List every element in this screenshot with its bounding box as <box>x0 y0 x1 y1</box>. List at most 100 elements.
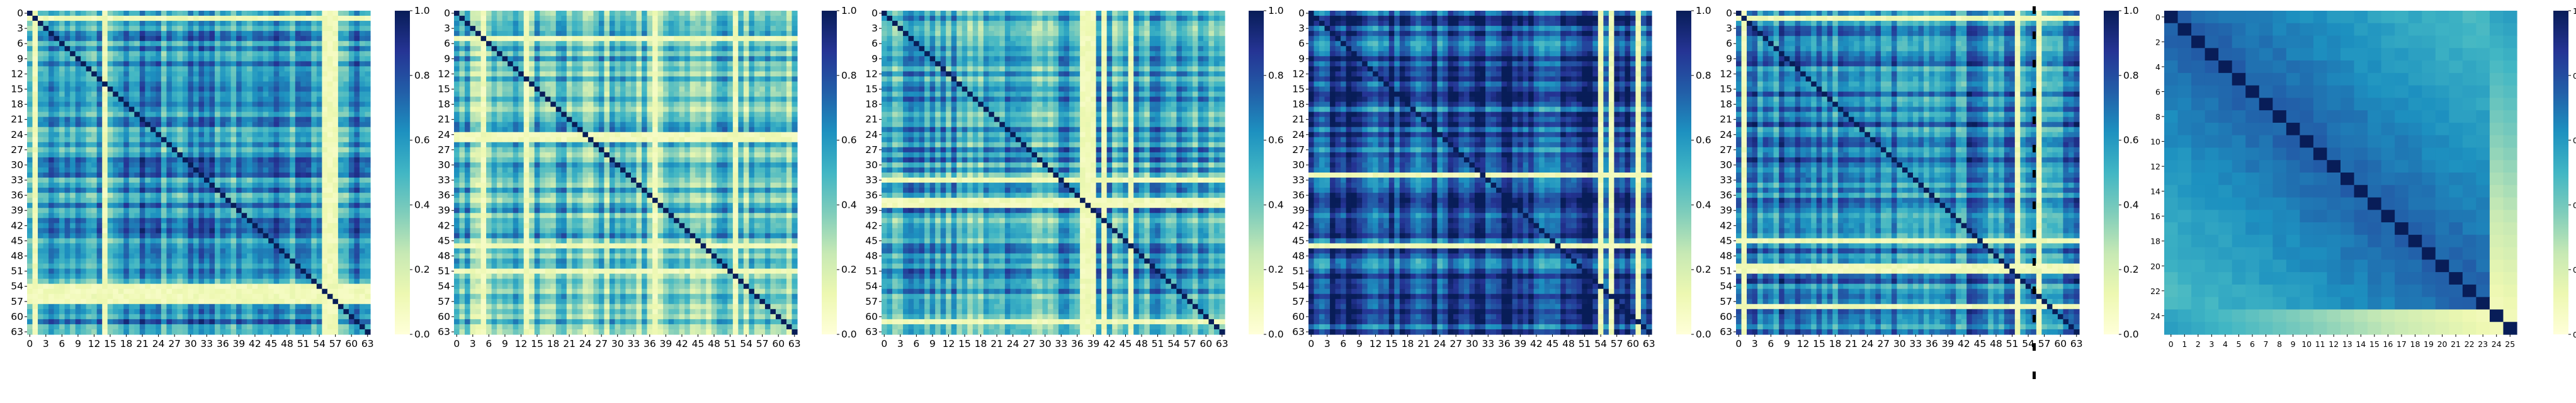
heatmap-cell <box>327 258 333 264</box>
heatmap-cell <box>781 11 787 16</box>
heatmap-cell <box>475 11 482 16</box>
heatmap-cell <box>198 96 205 103</box>
heatmap-cell <box>727 11 734 16</box>
heatmap-cell <box>81 61 87 67</box>
heatmap-cell <box>193 147 200 153</box>
heatmap-cell <box>359 278 366 285</box>
heatmap-cell <box>295 329 301 335</box>
heatmap-cell <box>209 243 215 249</box>
heatmap-cell <box>781 26 787 31</box>
heatmap-cell <box>647 66 653 72</box>
heatmap-cell <box>327 51 333 57</box>
heatmap-cell <box>236 314 242 320</box>
heatmap-cell <box>161 193 167 198</box>
heatmap-cell <box>263 137 269 143</box>
heatmap-cell <box>134 11 140 16</box>
heatmap-cell <box>663 26 669 31</box>
heatmap-cell <box>102 61 108 67</box>
heatmap-cell <box>332 61 339 67</box>
heatmap-cell <box>91 228 98 234</box>
heatmap-cell <box>365 26 371 31</box>
heatmap-cell <box>454 71 460 77</box>
heatmap-cell <box>727 56 734 62</box>
heatmap-cell <box>43 36 49 42</box>
heatmap-cell <box>263 31 269 37</box>
heatmap-cell <box>727 61 734 67</box>
heatmap-cell <box>332 263 339 270</box>
heatmap-cell <box>134 263 140 270</box>
heatmap-cell <box>182 248 189 254</box>
heatmap-cell <box>295 111 301 118</box>
heatmap-cell <box>523 51 530 57</box>
heatmap-cell <box>209 106 215 113</box>
heatmap-cell <box>156 76 162 82</box>
heatmap-cell <box>177 319 183 325</box>
heatmap-cell <box>338 76 344 82</box>
heatmap-cell <box>236 152 242 158</box>
heatmap-cell <box>338 86 344 93</box>
heatmap-cell <box>305 304 312 310</box>
heatmap-cell <box>215 86 221 93</box>
heatmap-cell <box>359 76 366 82</box>
heatmap-cell <box>145 183 151 188</box>
heatmap-cell <box>182 173 189 178</box>
heatmap-cell <box>220 329 226 335</box>
heatmap-cell <box>43 208 49 213</box>
heatmap-cell <box>204 61 210 67</box>
heatmap-cell <box>156 147 162 153</box>
heatmap-cell <box>252 218 258 224</box>
heatmap-cell <box>139 213 145 219</box>
heatmap-cell <box>38 41 44 47</box>
heatmap-cell <box>722 31 728 37</box>
heatmap-cell <box>38 31 44 37</box>
heatmap-cell <box>290 36 296 42</box>
heatmap-cell <box>700 31 706 37</box>
heatmap-cell <box>647 11 653 16</box>
heatmap-cell <box>70 56 76 62</box>
heatmap-cell <box>70 314 76 320</box>
heatmap-cell <box>128 208 135 213</box>
heatmap-cell <box>348 152 355 158</box>
heatmap-cell <box>555 71 562 77</box>
heatmap-cell <box>123 283 130 290</box>
heatmap-cell <box>674 26 680 31</box>
heatmap-cell <box>348 56 355 62</box>
heatmap-cell <box>64 61 71 67</box>
heatmap-cell <box>327 76 333 82</box>
heatmap-cell <box>513 11 519 16</box>
heatmap-cell <box>107 319 113 325</box>
heatmap-cell <box>273 167 280 173</box>
heatmap-cell <box>332 56 339 62</box>
heatmap-cell <box>38 293 44 300</box>
heatmap-cell <box>113 243 119 249</box>
heatmap-cell <box>365 188 371 193</box>
heatmap-cell <box>749 51 755 57</box>
heatmap-cell <box>284 233 290 239</box>
heatmap-cell <box>48 268 55 275</box>
heatmap-cell <box>754 26 760 31</box>
heatmap-cell <box>118 31 124 37</box>
heatmap-cell <box>161 293 167 300</box>
heatmap-cell <box>91 81 98 88</box>
heatmap-cell <box>684 61 691 67</box>
heatmap-cell <box>182 293 189 300</box>
heatmap-cell <box>332 16 339 21</box>
heatmap-cell <box>220 273 226 280</box>
heatmap-cell <box>75 248 81 254</box>
heatmap-cell <box>279 248 285 254</box>
heatmap-cell <box>792 26 798 31</box>
heatmap-cell <box>145 91 151 98</box>
heatmap-cell <box>311 233 317 239</box>
heatmap-cell <box>54 162 60 168</box>
heatmap-cell <box>81 253 87 259</box>
heatmap-cell <box>204 41 210 47</box>
heatmap-cell <box>204 203 210 208</box>
heatmap-cell <box>268 293 275 300</box>
heatmap-cell <box>70 213 76 219</box>
heatmap-cell <box>220 309 226 315</box>
heatmap-cell <box>738 16 744 21</box>
heatmap-cell <box>668 66 674 72</box>
heatmap-cell <box>300 243 307 249</box>
heatmap-cell <box>241 21 247 26</box>
heatmap-cell <box>64 137 71 143</box>
